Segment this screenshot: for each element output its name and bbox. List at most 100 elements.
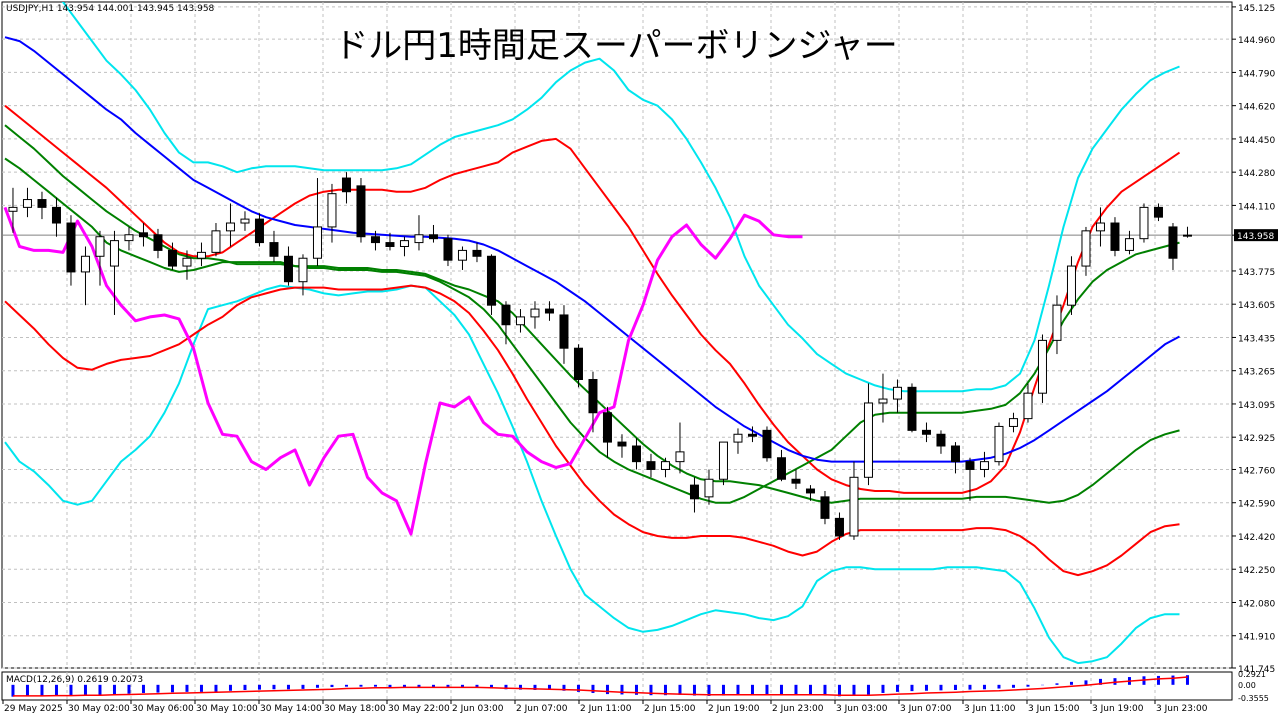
candle — [356, 178, 366, 243]
candle-body — [22, 199, 32, 208]
candle-body — [486, 255, 496, 306]
x-tick-label: 2 Jun 19:00 — [708, 704, 760, 714]
y-tick-label: 142.590 — [1238, 500, 1275, 510]
candle-body — [791, 478, 801, 484]
candle — [1008, 412, 1018, 433]
candle-body — [51, 206, 61, 224]
candle — [718, 441, 728, 486]
candle-body — [298, 257, 308, 283]
candle — [80, 246, 90, 306]
candle-body — [762, 429, 772, 459]
candle-body — [733, 433, 743, 443]
candle — [109, 230, 119, 315]
candle-body — [341, 177, 351, 193]
y-tick-label: 144.450 — [1238, 136, 1275, 146]
candle-body — [37, 199, 47, 208]
candle-body — [8, 206, 18, 212]
x-tick-label: 3 Jun 23:00 — [1156, 704, 1208, 714]
x-tick-label: 2 Jun 23:00 — [772, 704, 824, 714]
candle — [254, 213, 264, 247]
candle-body — [646, 461, 656, 470]
candle-body — [704, 478, 714, 498]
candle — [1037, 334, 1047, 403]
candle-body — [95, 236, 105, 257]
candle-body — [979, 461, 989, 470]
candle — [965, 457, 975, 501]
candle-body — [196, 251, 206, 259]
y-tick-label: 142.250 — [1238, 566, 1275, 576]
candle — [312, 178, 322, 267]
candle-body — [283, 255, 293, 283]
candle — [733, 428, 743, 454]
candle-body — [617, 441, 627, 447]
candle — [834, 512, 844, 540]
x-tick-label: 2 Jun 15:00 — [644, 704, 696, 714]
candle — [66, 215, 76, 286]
candle-body — [385, 242, 395, 247]
candle — [950, 442, 960, 474]
macd-y-label: -0.3555 — [1238, 694, 1269, 703]
y-tick-label: 141.745 — [1238, 665, 1275, 675]
candle-body — [631, 445, 641, 463]
candle — [921, 422, 931, 443]
x-tick-label: 2 Jun 11:00 — [580, 704, 632, 714]
y-tick-label: 144.280 — [1238, 169, 1275, 179]
candle — [675, 422, 685, 474]
candle-body — [1066, 265, 1076, 306]
x-tick-label: 30 May 14:00 — [260, 704, 322, 714]
candle — [617, 434, 627, 458]
y-tick-label: 142.080 — [1238, 599, 1275, 609]
macd-label: MACD(12,26,9) 0.2619 0.2073 — [6, 675, 144, 685]
candle-body — [312, 226, 322, 259]
candle — [457, 246, 467, 270]
candle-body — [1153, 206, 1163, 218]
candle — [341, 172, 351, 204]
candle — [1095, 207, 1105, 247]
candle-body — [501, 304, 511, 326]
candle — [1052, 295, 1062, 355]
candle — [602, 406, 612, 458]
candle-body — [544, 308, 554, 314]
candle-body — [849, 476, 859, 537]
candle — [631, 438, 641, 470]
candle-body — [559, 314, 569, 349]
candle-body — [124, 234, 134, 242]
candle — [660, 457, 670, 478]
candle-body — [602, 412, 612, 443]
candle-body — [182, 257, 192, 267]
candle — [37, 191, 47, 220]
candle-body — [675, 451, 685, 463]
y-tick-label: 142.420 — [1238, 533, 1275, 543]
candle-body — [254, 218, 264, 244]
candle — [559, 305, 569, 364]
candle-body — [457, 249, 467, 261]
candle-body — [1139, 206, 1149, 240]
candle — [138, 223, 148, 247]
candle — [211, 223, 221, 257]
y-tick-label: 143.775 — [1238, 268, 1275, 278]
candle — [1124, 230, 1134, 255]
lagging-span-line — [3, 206, 803, 536]
candle-body — [472, 249, 482, 257]
y-tick-label: 141.910 — [1238, 633, 1275, 643]
candle — [515, 309, 525, 333]
y-tick-label: 144.790 — [1238, 69, 1275, 79]
current-price-label: 143.958 — [1237, 232, 1274, 242]
candle — [530, 301, 540, 329]
chart-title: ドル円1時間足スーパーボリンジャー — [334, 26, 898, 66]
candle — [704, 469, 714, 505]
candle-body — [965, 461, 975, 470]
current-price-badge — [1234, 229, 1278, 242]
candle-body — [66, 222, 76, 273]
candle — [182, 250, 192, 280]
x-tick-label: 2 Jun 03:00 — [452, 704, 504, 714]
candle-body — [1182, 234, 1192, 237]
candle-body — [327, 193, 337, 228]
candle-body — [1023, 392, 1033, 420]
band-plus3-line — [61, 2, 1180, 393]
candle-body — [1081, 230, 1091, 267]
x-tick-label: 30 May 02:00 — [68, 704, 130, 714]
candle-body — [747, 433, 757, 437]
candle-body — [1110, 222, 1120, 251]
